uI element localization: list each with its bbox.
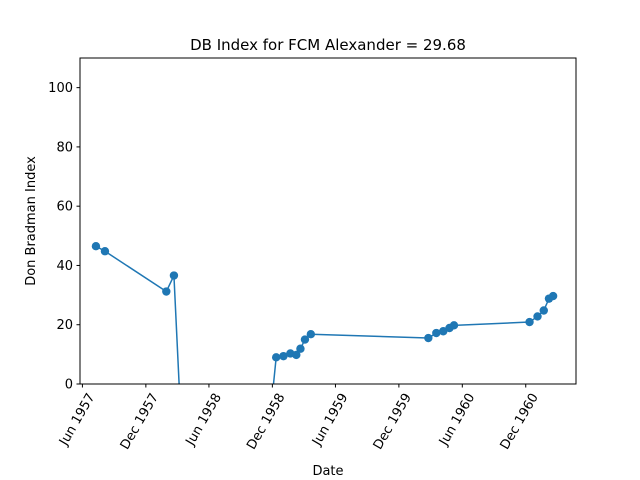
x-axis-label: Date bbox=[312, 464, 343, 479]
data-point bbox=[300, 335, 310, 344]
axes-frame bbox=[79, 57, 577, 385]
data-point bbox=[449, 321, 459, 330]
data-point bbox=[279, 351, 288, 361]
data-point bbox=[292, 350, 301, 360]
data-point bbox=[539, 306, 548, 315]
data-point bbox=[424, 333, 433, 343]
y-axis-label: Don Bradman Index bbox=[24, 156, 39, 286]
data-point bbox=[533, 312, 542, 321]
data-point bbox=[306, 330, 316, 339]
y-tick-label: 20 bbox=[56, 318, 73, 333]
y-axis: 0 20 40 60 80 100 bbox=[48, 81, 80, 393]
data-point bbox=[548, 291, 558, 301]
data-point bbox=[169, 271, 179, 280]
y-tick-label: 0 bbox=[65, 378, 73, 393]
y-tick-label: 80 bbox=[56, 140, 73, 155]
data-point bbox=[296, 344, 305, 353]
data-point bbox=[432, 328, 441, 338]
y-tick-label: 100 bbox=[48, 81, 73, 96]
data-point bbox=[439, 327, 448, 336]
y-tick-label: 60 bbox=[56, 200, 73, 215]
data-point bbox=[525, 317, 534, 327]
chart-title: DB Index for FCM Alexander = 29.68 bbox=[190, 36, 466, 54]
data-point bbox=[162, 287, 171, 296]
plot-area bbox=[91, 241, 558, 384]
data-point bbox=[271, 353, 281, 362]
y-tick-label: 40 bbox=[56, 259, 73, 274]
data-point bbox=[100, 247, 110, 256]
data-point bbox=[91, 241, 101, 251]
